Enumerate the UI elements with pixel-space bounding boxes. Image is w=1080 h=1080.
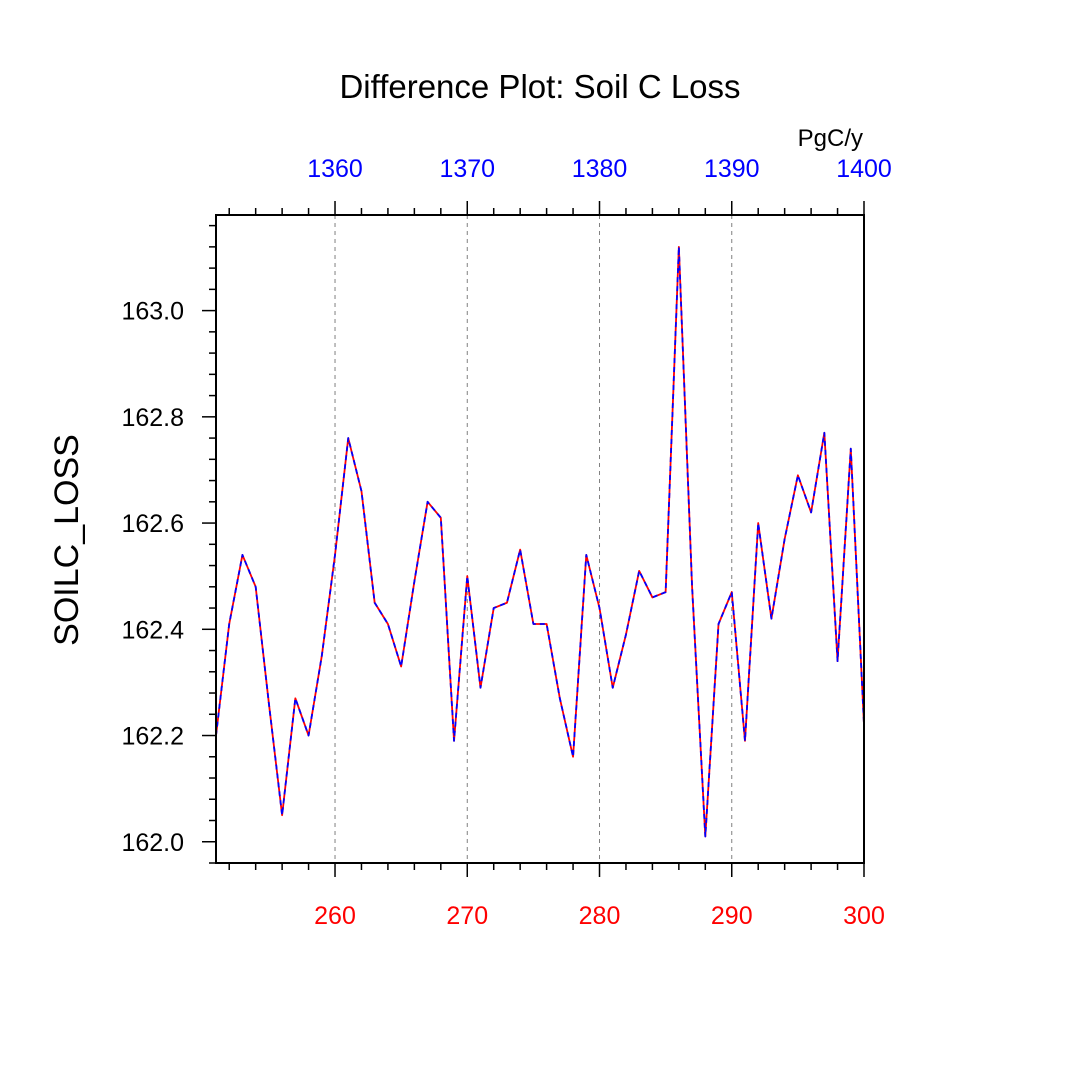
y-tick-label: 162.2	[121, 723, 184, 751]
x-tick-label-top: 1400	[836, 155, 892, 183]
chart-title: Difference Plot: Soil C Loss	[339, 68, 740, 105]
axis-ticks	[202, 201, 865, 877]
units-label: PgC/y	[798, 125, 863, 152]
x-tick-label-bottom: 260	[314, 902, 356, 930]
y-axis-label: SOILC_LOSS	[48, 434, 86, 646]
plot-frame	[215, 214, 865, 864]
series-lines	[215, 245, 865, 838]
y-tick-label: 163.0	[121, 298, 184, 326]
series-line-2	[215, 245, 865, 838]
x-tick-label-bottom: 270	[446, 902, 488, 930]
x-tick-label-top: 1370	[439, 155, 495, 183]
grid-lines	[334, 215, 733, 863]
y-tick-label: 162.4	[121, 616, 184, 644]
y-tick-label: 162.6	[121, 510, 184, 538]
tick-labels: 162.0 162.2 162.4 162.6 162.8 163.0 260 270 280 2…	[121, 155, 891, 930]
x-tick-label-top: 1390	[704, 155, 760, 183]
x-tick-label-bottom: 280	[579, 902, 621, 930]
y-tick-label: 162.8	[121, 404, 184, 432]
y-tick-label: 162.0	[121, 829, 184, 857]
x-tick-label-bottom: 290	[711, 902, 753, 930]
x-tick-label-bottom: 300	[843, 902, 885, 930]
x-tick-label-top: 1360	[307, 155, 363, 183]
x-tick-label-top: 1380	[572, 155, 628, 183]
